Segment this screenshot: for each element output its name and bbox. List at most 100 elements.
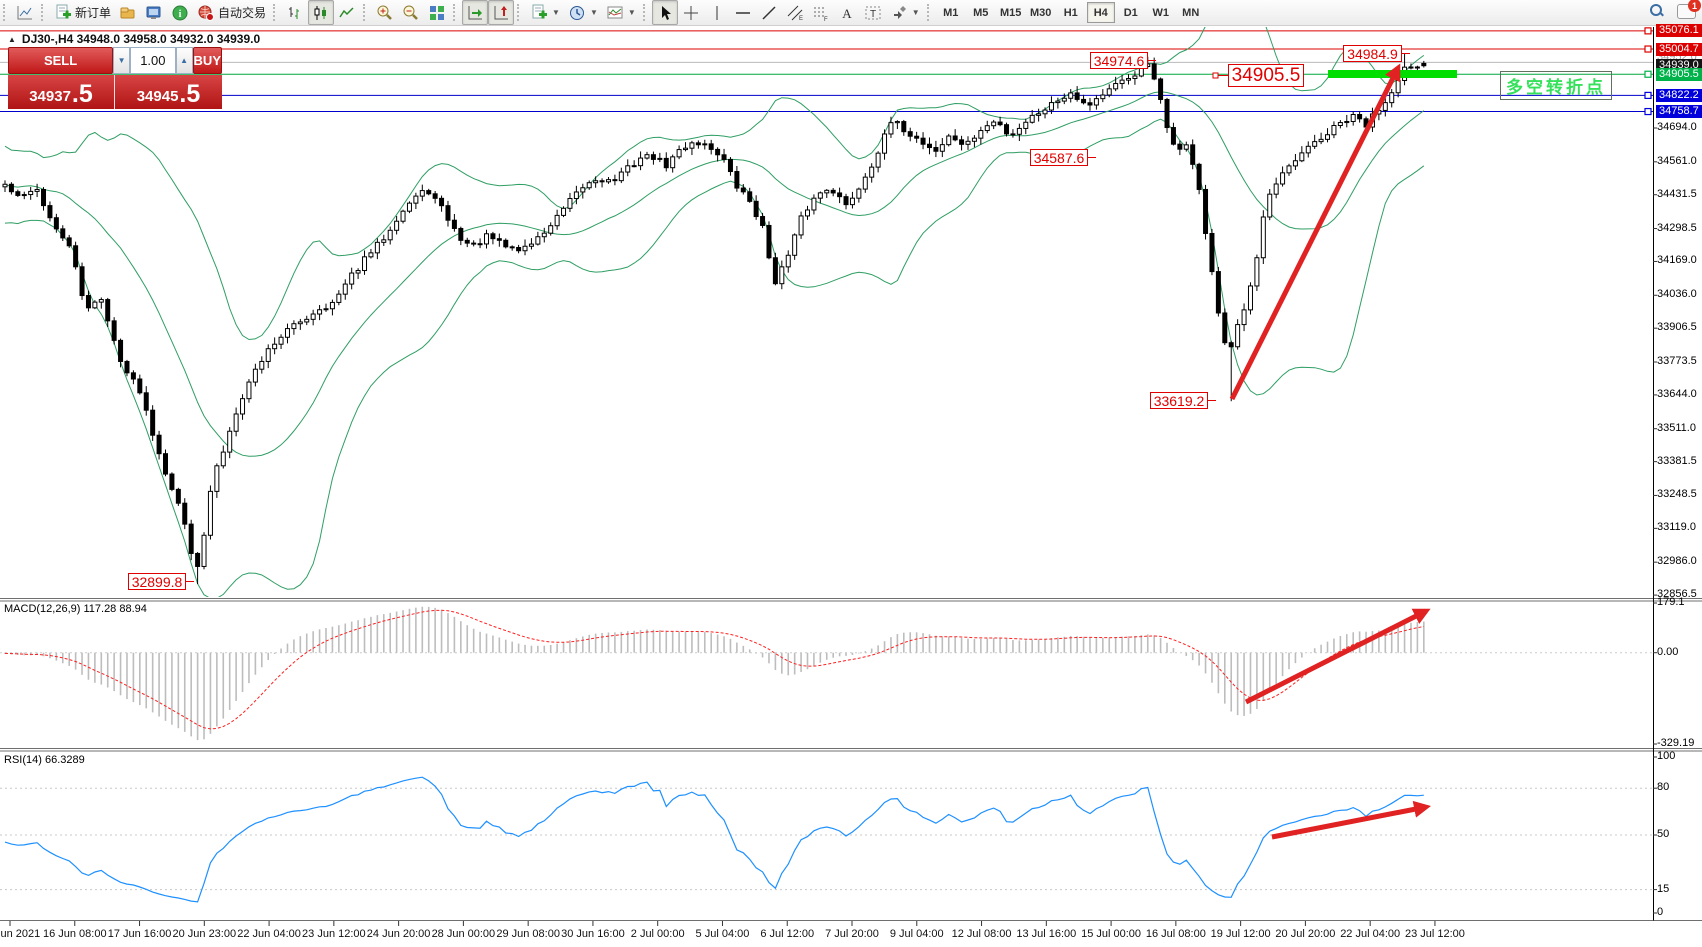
timeframe-m5[interactable]: M5 [973, 6, 989, 19]
chevron-down-icon: ▼ [589, 8, 598, 17]
bar-chart-mode-button[interactable] [282, 0, 308, 25]
toolbar-grip [453, 4, 458, 21]
timeframe-mn[interactable]: MN [1182, 6, 1200, 19]
clock-icon [568, 4, 586, 22]
candles-icon [312, 4, 330, 22]
auto-scroll-button[interactable] [462, 0, 489, 25]
templates-button[interactable]: ▼ [602, 0, 640, 25]
zoom-out-button[interactable] [398, 0, 424, 25]
time-axis-label: 9 Jul 04:00 [889, 928, 944, 940]
text-button[interactable]: A [834, 0, 860, 25]
search-icon[interactable] [1649, 3, 1665, 19]
chevron-down-icon: ▼ [627, 8, 636, 17]
volume-down-button[interactable]: ▼ [113, 47, 131, 74]
time-axis-label: 16 Jul 08:00 [1145, 928, 1206, 940]
time-axis-label: 13 Jul 16:00 [1016, 928, 1077, 940]
text-label-button[interactable]: T [860, 0, 886, 25]
price-axis-level-label: 34905.5 [1656, 67, 1702, 81]
time-axis-label: 7 Jul 20:00 [825, 928, 879, 940]
price-callout[interactable]: 34974.6 [1090, 52, 1148, 69]
new-order-button[interactable]: 新订单 [50, 0, 115, 25]
chart-fragment-button[interactable] [12, 0, 38, 25]
autoscroll-icon [466, 4, 484, 22]
chevron-down-icon: ▼ [552, 8, 560, 17]
crosshair-icon [682, 4, 700, 22]
time-axis-label: 17 Jun 16:00 [107, 928, 172, 940]
volume-input[interactable]: 1.00 [130, 47, 176, 74]
sell-price-frac: .5 [71, 80, 93, 108]
rsi-axis-tick: 80 [1657, 781, 1670, 794]
data-window-button[interactable]: i [167, 0, 193, 25]
hline-icon [734, 4, 752, 22]
vertical-line-button[interactable] [704, 0, 730, 25]
price-axis-level-label: 35004.7 [1656, 42, 1702, 56]
timeframe-m15[interactable]: M15 [1000, 6, 1022, 19]
autotrading-button[interactable]: 自动交易 [193, 0, 270, 25]
price-axis-tick: 34694.0 [1657, 121, 1697, 133]
one-click-trading-widget: SELL ▼ 1.00 ▲ BUY 34937 .5 34945 .5 [8, 47, 222, 109]
timeframe-h1[interactable]: H1 [1063, 6, 1078, 19]
globe-red-icon [197, 4, 215, 22]
price-callout[interactable]: 34587.6 [1030, 149, 1088, 166]
candle-chart-mode-button[interactable] [308, 0, 335, 25]
time-axis-label: 28 Jun 00:00 [431, 928, 496, 940]
macd-axis-tick: -329.19 [1657, 737, 1695, 750]
time-axis-label: 12 Jul 08:00 [951, 928, 1012, 940]
time-axis-label: 30 Jun 16:00 [561, 928, 625, 940]
rsi-axis-tick: 50 [1657, 828, 1670, 840]
textA-icon: A [838, 4, 856, 22]
vline-icon [708, 4, 726, 22]
buy-price-frac: .5 [179, 80, 201, 108]
timeframe-m1[interactable]: M1 [943, 6, 959, 19]
turning-point-note[interactable]: 多空转折点 [1500, 71, 1612, 100]
trendline-button[interactable] [756, 0, 782, 25]
time-axis-label: 23 Jun 12:00 [302, 928, 366, 940]
buy-price[interactable]: 34945 .5 [115, 75, 222, 109]
timeframe-h4[interactable]: H4 [1086, 2, 1115, 23]
line-chart-mode-button[interactable] [334, 0, 360, 25]
textT-icon: T [864, 4, 882, 22]
equidistant-channel-button[interactable]: E [782, 0, 808, 25]
price-callout[interactable]: 33619.2 [1150, 392, 1208, 409]
toolbar-grip [642, 4, 648, 21]
arrows-button[interactable]: ▼ [886, 0, 924, 25]
price-callout[interactable]: 34984.9 [1343, 45, 1402, 62]
svg-text:A: A [842, 6, 852, 21]
time-axis-label: 15 Jul 00:00 [1081, 928, 1142, 940]
cursor-button[interactable] [651, 0, 678, 25]
toolbar-grip [273, 4, 278, 21]
monitor-blue-icon [145, 4, 163, 22]
chart-icon [16, 4, 34, 22]
symbol-ohlc-text: DJ30-,H4 34948.0 34958.0 34932.0 34939.0 [21, 32, 261, 46]
horizontal-line-button[interactable] [730, 0, 756, 25]
crosshair-button[interactable] [678, 0, 704, 25]
timeframe-m30[interactable]: M30 [1030, 6, 1052, 19]
price-axis-tick: 33644.0 [1657, 387, 1697, 400]
rsi-axis-tick: 100 [1657, 750, 1676, 762]
collapse-arrow-icon[interactable]: ▲ [8, 34, 16, 44]
volume-up-button[interactable]: ▲ [175, 47, 193, 74]
buy-button[interactable]: BUY [192, 47, 222, 74]
zoom-in-button[interactable] [372, 0, 398, 25]
market-watch-button[interactable] [141, 0, 167, 25]
chart-shift-button[interactable] [488, 0, 515, 25]
svg-text:i: i [179, 9, 182, 20]
toolbar-right: 1 [1649, 0, 1701, 19]
period-selector-button[interactable]: ▼ [564, 0, 602, 25]
trend-arrow [1244, 608, 1431, 705]
time-axis-label: 2 Jul 00:00 [630, 928, 685, 940]
fibonacci-button[interactable]: F [808, 0, 834, 25]
main-toolbar: 新订单 i 自动交易 ▼ ▼ ▼ E F A T ▼ M1 M5 M15 M30 H1 H4 D1 W1 MN [0, 0, 1702, 26]
tile-windows-button[interactable] [424, 0, 450, 25]
notifications-icon[interactable]: 1 [1677, 0, 1701, 19]
sell-price[interactable]: 34937 .5 [8, 75, 115, 109]
price-callout[interactable]: 32899.8 [128, 573, 186, 590]
timeframe-w1[interactable]: W1 [1152, 6, 1169, 19]
profiles-button[interactable] [115, 0, 141, 25]
price-callout[interactable]: 34905.5 [1228, 64, 1304, 87]
shapes-icon [890, 4, 908, 22]
sell-button[interactable]: SELL [8, 47, 114, 74]
timeframe-d1[interactable]: D1 [1123, 6, 1138, 19]
new-chart-button[interactable]: ▼ [526, 0, 564, 25]
